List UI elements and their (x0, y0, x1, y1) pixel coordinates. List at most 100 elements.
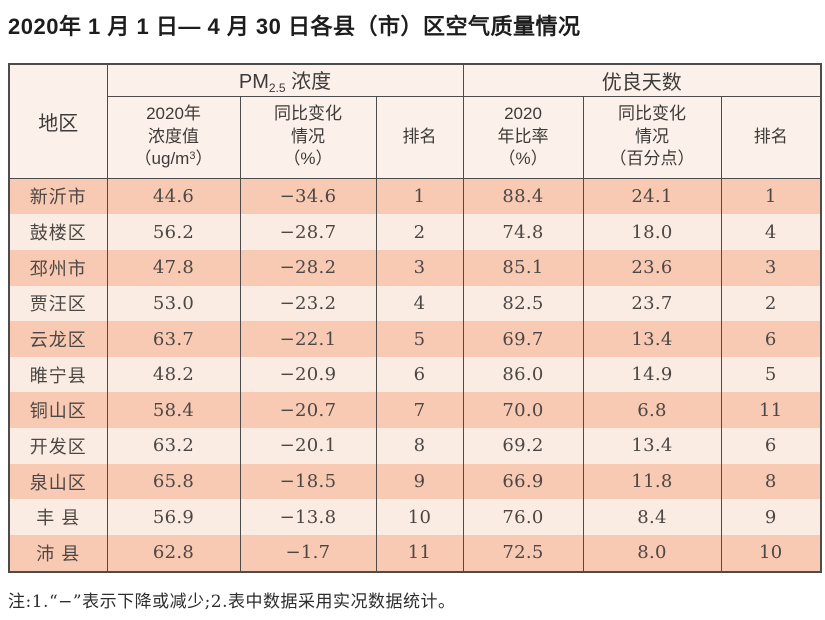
pm25-change-cell: −1.7 (239, 534, 377, 572)
pm25-concentration-cell: 58.4 (106, 392, 241, 429)
pm25-rank-cell: 6 (375, 356, 464, 393)
region-cell: 泉山区 (8, 463, 108, 500)
pm25-change-cell: −23.2 (239, 285, 377, 322)
concentration-line1: 2020年 (146, 104, 201, 124)
region-cell: 贾汪区 (8, 285, 108, 322)
region-cell: 睢宁县 (8, 356, 108, 393)
pm25-rank-cell: 7 (375, 392, 464, 429)
table-row: 贾汪区 53.0 −23.2 4 82.5 23.7 2 (8, 285, 822, 322)
good-days-change-cell: 13.4 (582, 428, 722, 464)
good-days-change-cell: 8.0 (582, 534, 722, 572)
unit-suffix: ） (195, 149, 213, 169)
header-good-days-change: 同比变化 情况 （百分点） (582, 96, 722, 179)
unit-superscript: 3 (189, 150, 196, 163)
pm25-rest: 浓度 (285, 71, 332, 94)
header-group-row: 地区 PM2.5 浓度 优良天数 (8, 64, 822, 179)
table-row: 鼓楼区 56.2 −28.7 2 74.8 18.0 4 (8, 214, 822, 250)
pm25-rank-cell: 5 (375, 321, 464, 357)
good-days-ratio-cell: 74.8 (462, 214, 584, 250)
pm25-change-cell: −22.1 (239, 321, 377, 357)
pm25-rank-cell: 11 (375, 534, 464, 572)
good-days-ratio-cell: 82.5 (462, 285, 584, 322)
pm25-rank-cell: 8 (375, 428, 464, 464)
good-days-ratio-cell: 66.9 (462, 463, 584, 500)
region-cell: 云龙区 (8, 321, 108, 357)
pm25-change-cell: −20.7 (239, 392, 377, 429)
table-row: 云龙区 63.7 −22.1 5 69.7 13.4 6 (8, 321, 822, 357)
good-days-change-cell: 24.1 (582, 178, 722, 215)
good-days-change-cell: 23.7 (582, 285, 722, 322)
good-days-ratio-cell: 72.5 (462, 534, 584, 572)
unit-prefix: （ug/m (134, 149, 190, 169)
pm25-concentration-cell: 63.7 (106, 321, 241, 357)
table-body: 新沂市 44.6 −34.6 1 88.4 24.1 1 鼓楼区 56.2 −2… (8, 178, 822, 572)
pm25-concentration-cell: 56.9 (106, 499, 241, 535)
table-row: 新沂市 44.6 −34.6 1 88.4 24.1 1 (8, 178, 822, 215)
pm25-concentration-cell: 48.2 (106, 356, 241, 393)
header-pm25-change: 同比变化 情况 （%） (239, 96, 377, 179)
region-cell: 铜山区 (8, 392, 108, 429)
good-days-rank-cell: 1 (720, 178, 822, 215)
concentration-unit: （ug/m3） (108, 148, 240, 170)
pm25-change-cell: −34.6 (239, 178, 377, 215)
header-good-days-ratio: 2020 年比率 （%） (462, 96, 584, 179)
pm25-change-cell: −28.7 (239, 214, 377, 250)
pm25-concentration-cell: 65.8 (106, 463, 241, 500)
page-title: 2020年 1 月 1 日— 4 月 30 日各县（市）区空气质量情况 (8, 14, 581, 39)
pm25-subscript: 2.5 (268, 81, 286, 96)
pm25-rank-cell: 4 (375, 285, 464, 322)
pm25-change-cell: −18.5 (239, 463, 377, 500)
footnote: 注:1.“−”表示下降或减少;2.表中数据采用实况数据统计。 (8, 592, 456, 612)
good-days-ratio-cell: 88.4 (462, 178, 584, 215)
region-cell: 丰 县 (8, 499, 108, 535)
pm25-concentration-cell: 62.8 (106, 534, 241, 572)
header-region: 地区 (8, 64, 108, 179)
good-days-rank-cell: 8 (720, 463, 822, 500)
good-days-change-cell: 18.0 (582, 214, 722, 250)
good-days-rank-cell: 5 (720, 356, 822, 393)
good-days-ratio-cell: 70.0 (462, 392, 584, 429)
pm25-change-cell: −20.1 (239, 428, 377, 464)
air-quality-table: 地区 PM2.5 浓度 优良天数 2020年 浓度值 （ug/m3） 同比变化 … (8, 63, 823, 573)
good-days-change-cell: 8.4 (582, 499, 722, 535)
pm25-change-cell: −28.2 (239, 249, 377, 286)
good-days-change-cell: 23.6 (582, 249, 722, 286)
good-days-ratio-cell: 69.7 (462, 321, 584, 357)
concentration-line2: 浓度值 (148, 126, 199, 146)
good-days-change-cell: 13.4 (582, 321, 722, 357)
pm25-base: PM (238, 71, 269, 94)
region-cell: 邳州市 (8, 249, 108, 286)
pm25-change-cell: −13.8 (239, 499, 377, 535)
region-cell: 沛 县 (8, 534, 108, 572)
pm25-rank-cell: 2 (375, 214, 464, 250)
table-row: 丰 县 56.9 −13.8 10 76.0 8.4 9 (8, 499, 822, 535)
good-days-ratio-cell: 76.0 (462, 499, 584, 535)
good-days-rank-cell: 3 (720, 249, 822, 286)
good-days-rank-cell: 10 (720, 534, 822, 572)
table-row: 泉山区 65.8 −18.5 9 66.9 11.8 8 (8, 463, 822, 500)
header-sub-row: 2020年 浓度值 （ug/m3） 同比变化 情况 （%） 排名 2020 年比… (9, 96, 822, 179)
table-header: 地区 PM2.5 浓度 优良天数 2020年 浓度值 （ug/m3） 同比变化 … (8, 64, 822, 179)
good-days-change-cell: 11.8 (582, 463, 722, 500)
table-row: 邳州市 47.8 −28.2 3 85.1 23.6 3 (8, 249, 822, 286)
region-cell: 新沂市 (8, 178, 108, 215)
good-days-rank-cell: 6 (720, 321, 822, 357)
good-days-ratio-cell: 86.0 (462, 356, 584, 393)
good-days-ratio-cell: 69.2 (462, 428, 584, 464)
good-days-rank-cell: 6 (720, 428, 822, 464)
region-cell: 开发区 (8, 428, 108, 464)
pm25-concentration-cell: 44.6 (106, 178, 241, 215)
pm25-rank-cell: 9 (375, 463, 464, 500)
good-days-rank-cell: 9 (720, 499, 822, 535)
good-days-rank-cell: 4 (720, 214, 822, 250)
pm25-concentration-cell: 63.2 (106, 428, 241, 464)
region-cell: 鼓楼区 (8, 214, 108, 250)
header-good-days-group: 优良天数 (462, 64, 822, 97)
good-days-change-cell: 6.8 (582, 392, 722, 429)
pm25-concentration-cell: 56.2 (106, 214, 241, 250)
good-days-change-cell: 14.9 (582, 356, 722, 393)
table-row: 睢宁县 48.2 −20.9 6 86.0 14.9 5 (8, 356, 822, 393)
pm25-concentration-cell: 47.8 (106, 249, 241, 286)
pm25-change-cell: −20.9 (239, 356, 377, 393)
